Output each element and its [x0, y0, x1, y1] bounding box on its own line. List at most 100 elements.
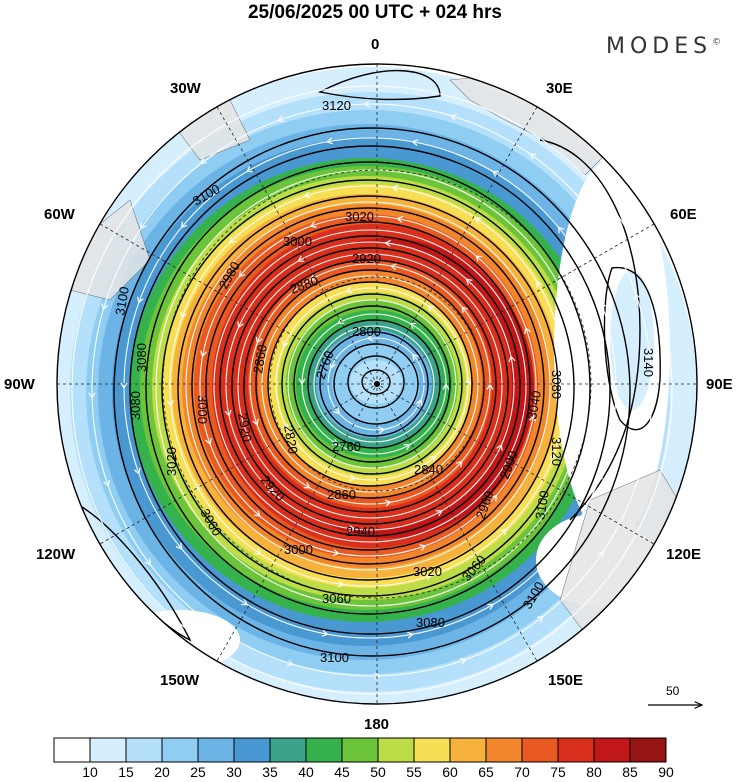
wind-arrowhead	[332, 549, 340, 556]
wind-arrowhead	[442, 383, 450, 390]
colorbar-cell	[341, 737, 379, 763]
colorbar-tick-label: 15	[118, 764, 134, 780]
map-title: 25/06/2025 00 UTC + 024 hrs	[247, 2, 503, 23]
contour-label: 3060	[322, 591, 351, 606]
wind-arrowhead	[435, 510, 443, 517]
wind-arrowhead	[331, 439, 339, 446]
colorbar-tick-label: 85	[622, 764, 638, 780]
colorbar-tick-label: 75	[550, 764, 566, 780]
wind-arrowhead	[411, 139, 419, 147]
wind-arrowhead	[345, 286, 353, 294]
wind-arrowhead	[175, 542, 183, 550]
colorbar-cell	[485, 737, 523, 763]
wind-arrowhead	[596, 472, 603, 480]
colorbar-tick-label: 70	[514, 764, 530, 780]
wind-arrowhead	[536, 280, 543, 288]
wind-arrowhead	[635, 469, 643, 477]
wind-arrowhead	[321, 629, 329, 637]
wind-arrowhead	[309, 274, 317, 281]
wind-arrowhead	[529, 153, 537, 160]
wind-arrowhead	[465, 278, 473, 286]
contour-label: 2920	[235, 412, 255, 443]
colorbar-tick-label: 90	[658, 764, 674, 780]
wind-arrowhead	[88, 392, 96, 400]
wind-arrowhead	[464, 378, 472, 386]
wind-arrowhead	[412, 353, 419, 361]
wind-arrowhead	[207, 620, 215, 627]
colorbar-tick-label: 35	[262, 764, 278, 780]
wind-arrowheads	[88, 100, 656, 680]
colorbar-cell	[269, 737, 307, 763]
wind-arrowhead	[390, 263, 397, 271]
colorbar-cell	[449, 737, 487, 763]
colorbar-cell	[233, 737, 271, 763]
wind-arrowhead	[297, 255, 305, 262]
colorbar-tick-label: 30	[226, 764, 242, 780]
wind-arrowhead	[496, 443, 503, 451]
wind-arrowhead	[374, 672, 381, 680]
contour-label: 2800	[352, 324, 381, 339]
brand-logo: MODES©	[606, 34, 721, 59]
wind-arrowhead	[238, 270, 246, 278]
wind-arrowhead	[500, 528, 507, 536]
wind-arrowhead	[349, 525, 356, 533]
wind-arrowhead	[267, 486, 275, 494]
wind-arrowhead	[326, 137, 333, 145]
lon-label-120e: 120E	[666, 546, 702, 563]
contour-label: 3100	[112, 285, 132, 316]
colorbar-cell	[557, 737, 595, 763]
wind-arrowhead	[133, 467, 141, 475]
wind-arrowhead	[167, 400, 175, 407]
colorbar-cells	[53, 737, 667, 763]
wind-arrowhead	[490, 494, 498, 502]
wind-arrowhead	[416, 398, 423, 406]
wind-arrowhead	[363, 100, 370, 108]
contour-label: 3140	[641, 348, 656, 377]
lon-label-90e: 90E	[706, 376, 733, 393]
colorbar-cell	[305, 737, 343, 763]
wind-arrowhead	[337, 317, 345, 324]
colorbar-cell	[413, 737, 451, 763]
colorbar-tick-label: 80	[586, 764, 602, 780]
contour-label: 3100	[320, 650, 349, 665]
wind-arrowhead	[277, 115, 285, 123]
wind-arrowhead	[254, 548, 262, 555]
wind-arrowhead	[144, 558, 151, 566]
wind-arrowhead	[429, 455, 437, 463]
colorbar-tick-label: 50	[370, 764, 386, 780]
contour-label: 2940	[346, 524, 375, 539]
lon-label-0: 0	[371, 36, 380, 53]
contour-label: 3120	[322, 98, 351, 113]
colorbar-tick-label: 10	[82, 764, 98, 780]
wind-arrowhead	[475, 255, 483, 262]
wind-arrowhead	[407, 631, 414, 639]
wind-arrowhead	[396, 216, 404, 223]
wind-arrowhead	[524, 327, 531, 334]
colorbar-cell	[161, 737, 199, 763]
contour-label: 2820	[281, 424, 301, 455]
wind-arrowhead	[349, 474, 357, 482]
lon-label-180: 180	[364, 716, 390, 733]
wind-arrowhead	[237, 321, 244, 329]
wind-arrowhead	[304, 191, 311, 199]
wind-arrowhead	[137, 296, 144, 304]
pole-marker	[374, 381, 380, 387]
contour-label: 3100	[532, 489, 552, 520]
wind-arrowhead	[486, 383, 494, 390]
wind-arrowhead	[224, 409, 232, 417]
wind-arrowhead	[180, 311, 187, 319]
wind-arrowhead	[487, 603, 495, 610]
wind-arrowhead	[459, 657, 467, 665]
wind-arrowhead	[253, 510, 261, 517]
wind-arrowhead	[557, 226, 565, 234]
wind-arrowhead	[282, 340, 289, 348]
map-disc	[57, 64, 697, 704]
wind-arrowhead	[593, 214, 600, 222]
contour-label: 3080	[416, 615, 445, 630]
contour-label: 2860	[250, 343, 270, 374]
wind-arrowhead	[391, 184, 399, 192]
wind-arrowhead	[287, 659, 294, 667]
lon-label-60w: 60W	[44, 206, 75, 223]
wind-arrowhead	[648, 380, 656, 388]
wind-arrowhead	[329, 362, 336, 370]
